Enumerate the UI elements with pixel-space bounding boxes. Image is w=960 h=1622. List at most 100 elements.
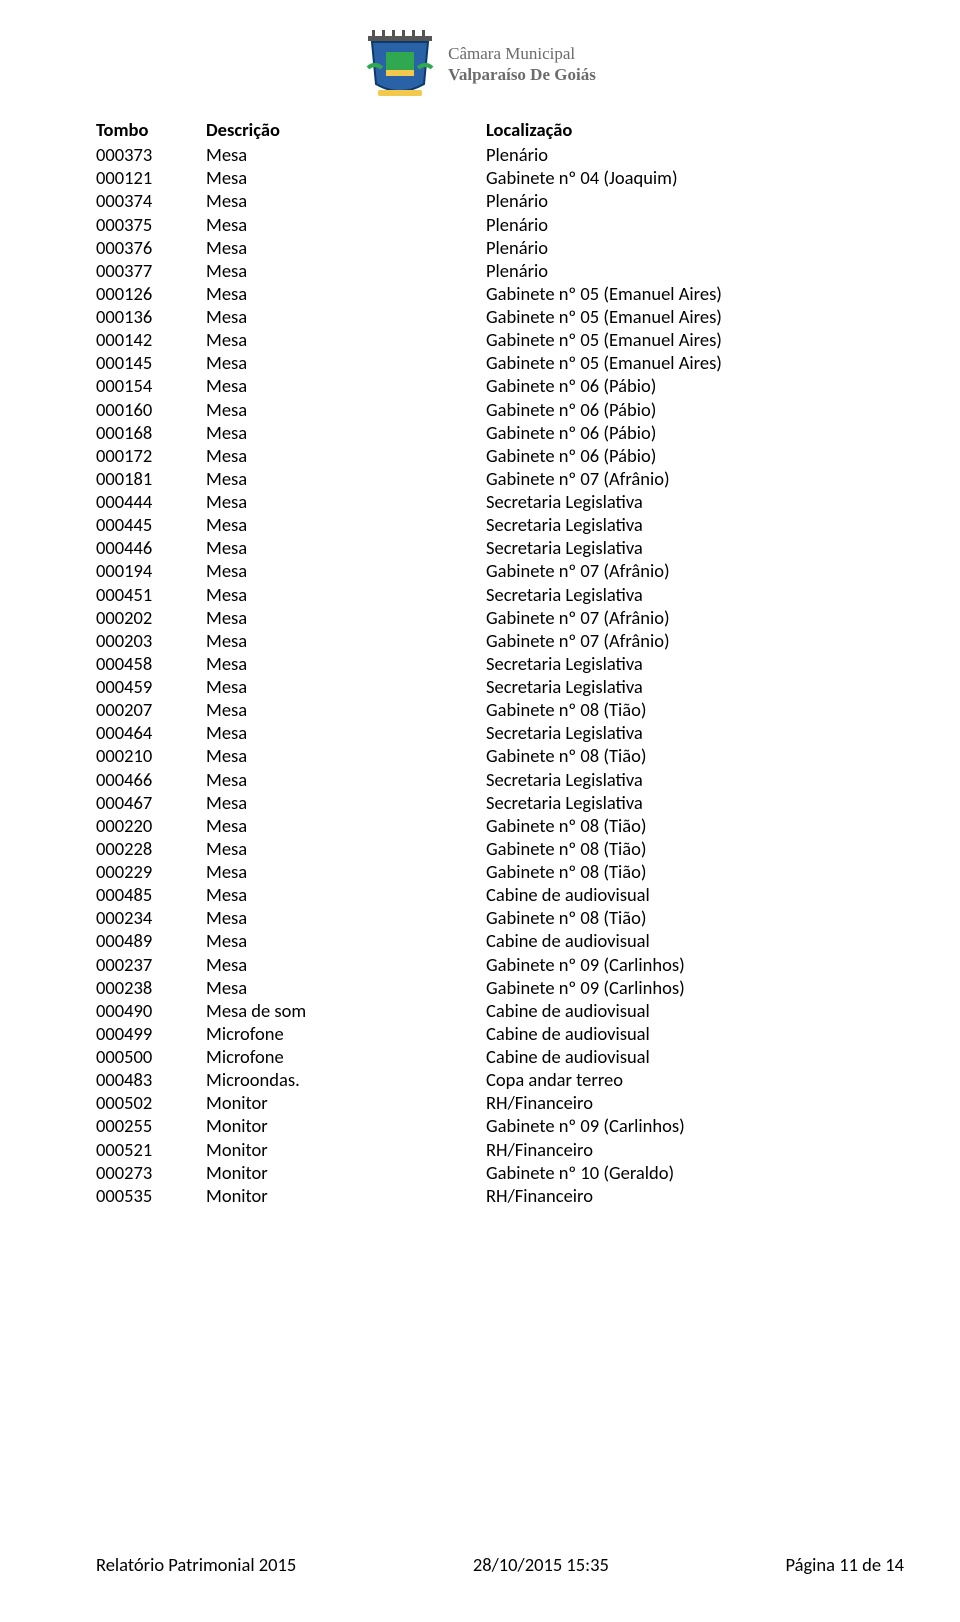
inventory-table: Tombo Descrição Localização 000373MesaPl… (96, 118, 864, 1207)
cell-localizacao: Cabine de audiovisual (486, 1045, 864, 1068)
table-row: 000490Mesa de somCabine de audiovisual (96, 999, 864, 1022)
table-row: 000160MesaGabinete nº 06 (Pábio) (96, 398, 864, 421)
cell-tombo: 000467 (96, 791, 206, 814)
table-row: 000210MesaGabinete nº 08 (Tião) (96, 744, 864, 767)
cell-localizacao: RH/Financeiro (486, 1184, 864, 1207)
cell-descricao: Mesa (206, 929, 486, 952)
cell-tombo: 000229 (96, 860, 206, 883)
cell-descricao: Mesa (206, 976, 486, 999)
table-row: 000451MesaSecretaria Legislativa (96, 583, 864, 606)
cell-localizacao: Gabinete nº 06 (Pábio) (486, 444, 864, 467)
cell-tombo: 000207 (96, 698, 206, 721)
table-row: 000207MesaGabinete nº 08 (Tião) (96, 698, 864, 721)
cell-localizacao: Gabinete nº 08 (Tião) (486, 860, 864, 883)
cell-localizacao: Copa andar terreo (486, 1068, 864, 1091)
table-row: 000485MesaCabine de audiovisual (96, 883, 864, 906)
table-row: 000238MesaGabinete nº 09 (Carlinhos) (96, 976, 864, 999)
table-row: 000500MicrofoneCabine de audiovisual (96, 1045, 864, 1068)
cell-descricao: Mesa (206, 675, 486, 698)
table-row: 000273MonitorGabinete nº 10 (Geraldo) (96, 1161, 864, 1184)
cell-localizacao: Cabine de audiovisual (486, 999, 864, 1022)
cell-tombo: 000521 (96, 1138, 206, 1161)
cell-localizacao: Gabinete nº 06 (Pábio) (486, 398, 864, 421)
cell-localizacao: Secretaria Legislativa (486, 490, 864, 513)
footer-report-title: Relatório Patrimonial 2015 (96, 1553, 296, 1576)
cell-localizacao: Gabinete nº 08 (Tião) (486, 837, 864, 860)
cell-tombo: 000377 (96, 259, 206, 282)
cell-tombo: 000373 (96, 143, 206, 166)
table-row: 000459MesaSecretaria Legislativa (96, 675, 864, 698)
cell-tombo: 000136 (96, 305, 206, 328)
cell-descricao: Mesa (206, 606, 486, 629)
cell-descricao: Mesa (206, 467, 486, 490)
cell-localizacao: Gabinete nº 10 (Geraldo) (486, 1161, 864, 1184)
cell-localizacao: Gabinete nº 06 (Pábio) (486, 421, 864, 444)
table-row: 000376MesaPlenário (96, 236, 864, 259)
table-row: 000467MesaSecretaria Legislativa (96, 791, 864, 814)
cell-descricao: Mesa (206, 906, 486, 929)
table-row: 000458MesaSecretaria Legislativa (96, 652, 864, 675)
cell-localizacao: Secretaria Legislativa (486, 513, 864, 536)
cell-descricao: Mesa (206, 559, 486, 582)
cell-localizacao: Cabine de audiovisual (486, 1022, 864, 1045)
table-row: 000373MesaPlenário (96, 143, 864, 166)
table-row: 000168MesaGabinete nº 06 (Pábio) (96, 421, 864, 444)
cell-localizacao: Gabinete nº 07 (Afrânio) (486, 629, 864, 652)
table-header-row: Tombo Descrição Localização (96, 118, 864, 143)
cell-tombo: 000466 (96, 768, 206, 791)
table-row: 000126MesaGabinete nº 05 (Emanuel Aires) (96, 282, 864, 305)
cell-tombo: 000376 (96, 236, 206, 259)
table-row: 000535MonitorRH/Financeiro (96, 1184, 864, 1207)
cell-descricao: Mesa (206, 328, 486, 351)
table-row: 000499MicrofoneCabine de audiovisual (96, 1022, 864, 1045)
cell-localizacao: Secretaria Legislativa (486, 791, 864, 814)
cell-descricao: Mesa (206, 860, 486, 883)
table-row: 000502MonitorRH/Financeiro (96, 1091, 864, 1114)
header-line1: Câmara Municipal (448, 43, 596, 64)
table-row: 000464MesaSecretaria Legislativa (96, 721, 864, 744)
cell-tombo: 000444 (96, 490, 206, 513)
cell-descricao: Monitor (206, 1138, 486, 1161)
cell-descricao: Mesa (206, 374, 486, 397)
table-row: 000229MesaGabinete nº 08 (Tião) (96, 860, 864, 883)
cell-tombo: 000142 (96, 328, 206, 351)
cell-localizacao: Gabinete nº 09 (Carlinhos) (486, 953, 864, 976)
cell-tombo: 000458 (96, 652, 206, 675)
cell-localizacao: Gabinete nº 05 (Emanuel Aires) (486, 282, 864, 305)
cell-localizacao: Gabinete nº 07 (Afrânio) (486, 559, 864, 582)
cell-descricao: Mesa (206, 398, 486, 421)
cell-tombo: 000121 (96, 166, 206, 189)
table-row: 000172MesaGabinete nº 06 (Pábio) (96, 444, 864, 467)
cell-tombo: 000237 (96, 953, 206, 976)
cell-localizacao: Secretaria Legislativa (486, 583, 864, 606)
cell-localizacao: Plenário (486, 143, 864, 166)
cell-localizacao: Plenário (486, 189, 864, 212)
cell-localizacao: RH/Financeiro (486, 1138, 864, 1161)
table-row: 000444MesaSecretaria Legislativa (96, 490, 864, 513)
cell-tombo: 000459 (96, 675, 206, 698)
table-row: 000136MesaGabinete nº 05 (Emanuel Aires) (96, 305, 864, 328)
cell-descricao: Mesa (206, 652, 486, 675)
cell-tombo: 000181 (96, 467, 206, 490)
cell-descricao: Mesa (206, 791, 486, 814)
table-row: 000203MesaGabinete nº 07 (Afrânio) (96, 629, 864, 652)
cell-descricao: Mesa (206, 744, 486, 767)
cell-localizacao: Secretaria Legislativa (486, 652, 864, 675)
cell-tombo: 000145 (96, 351, 206, 374)
cell-localizacao: Gabinete nº 06 (Pábio) (486, 374, 864, 397)
cell-descricao: Mesa (206, 513, 486, 536)
table-row: 000374MesaPlenário (96, 189, 864, 212)
table-row: 000445MesaSecretaria Legislativa (96, 513, 864, 536)
cell-localizacao: Gabinete nº 08 (Tião) (486, 698, 864, 721)
cell-localizacao: Plenário (486, 259, 864, 282)
cell-tombo: 000160 (96, 398, 206, 421)
cell-descricao: Mesa (206, 721, 486, 744)
cell-descricao: Mesa (206, 490, 486, 513)
cell-tombo: 000446 (96, 536, 206, 559)
cell-localizacao: Gabinete nº 09 (Carlinhos) (486, 1114, 864, 1137)
cell-descricao: Mesa (206, 236, 486, 259)
page-footer: Relatório Patrimonial 2015 28/10/2015 15… (96, 1553, 904, 1576)
document-header: Câmara Municipal Valparaíso De Goiás (96, 0, 864, 118)
cell-descricao: Mesa (206, 883, 486, 906)
cell-tombo: 000500 (96, 1045, 206, 1068)
